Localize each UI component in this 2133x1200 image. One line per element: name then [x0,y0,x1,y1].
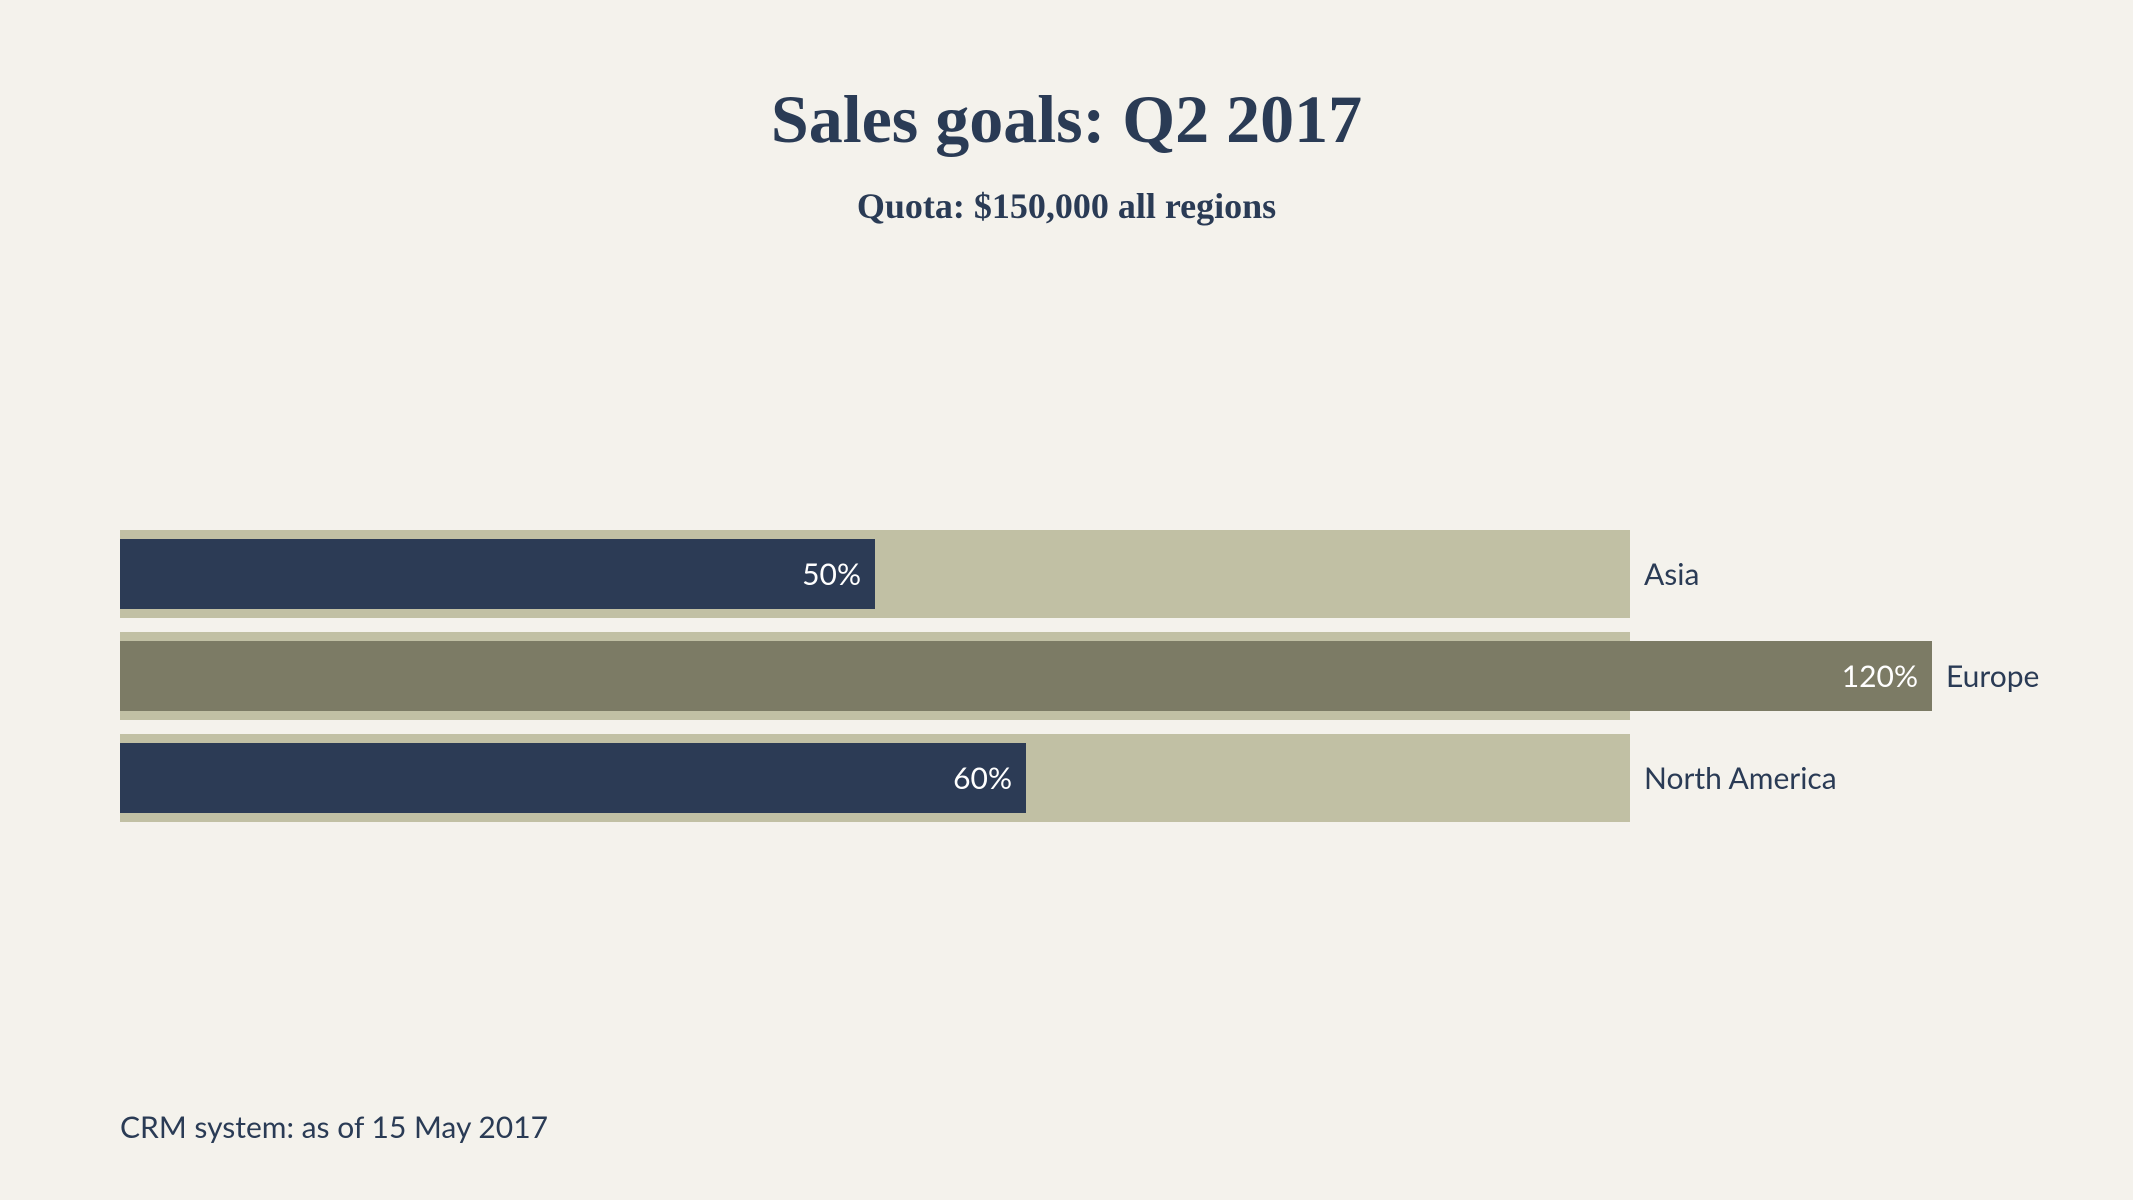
slide-subtitle: Quota: $150,000 all regions [0,185,2133,227]
chart-row: 50%Asia [120,530,1630,618]
progress-bar: 50% [120,539,875,609]
region-label: Europe [1946,658,2039,694]
sales-goals-chart: 50%Asia 120%Europe 60%North America [120,530,1630,822]
chart-row: 60%North America [120,734,1630,822]
chart-row: 120%Europe [120,632,1630,720]
footer-note: CRM system: as of 15 May 2017 [120,1109,548,1145]
slide: Sales goals: Q2 2017 Quota: $150,000 all… [0,0,2133,1200]
slide-title: Sales goals: Q2 2017 [0,80,2133,159]
progress-bar: 120% [120,641,1932,711]
region-label: North America [1644,760,1837,796]
region-label: Asia [1644,556,1699,592]
progress-bar: 60% [120,743,1026,813]
